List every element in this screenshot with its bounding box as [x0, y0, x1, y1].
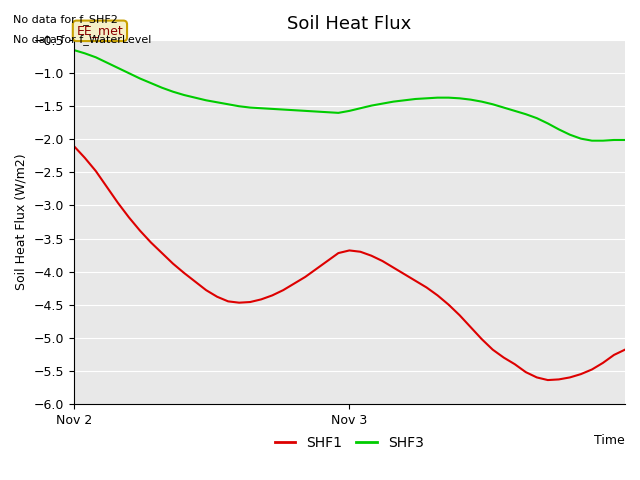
Y-axis label: Soil Heat Flux (W/m2): Soil Heat Flux (W/m2) [15, 154, 28, 290]
Legend: SHF1, SHF3: SHF1, SHF3 [269, 430, 430, 455]
Text: Time: Time [595, 434, 625, 447]
Text: No data for f_SHF2: No data for f_SHF2 [13, 14, 118, 25]
Text: No data for f_WaterLevel: No data for f_WaterLevel [13, 34, 151, 45]
Text: EE_met: EE_met [77, 24, 124, 37]
Title: Soil Heat Flux: Soil Heat Flux [287, 15, 412, 33]
